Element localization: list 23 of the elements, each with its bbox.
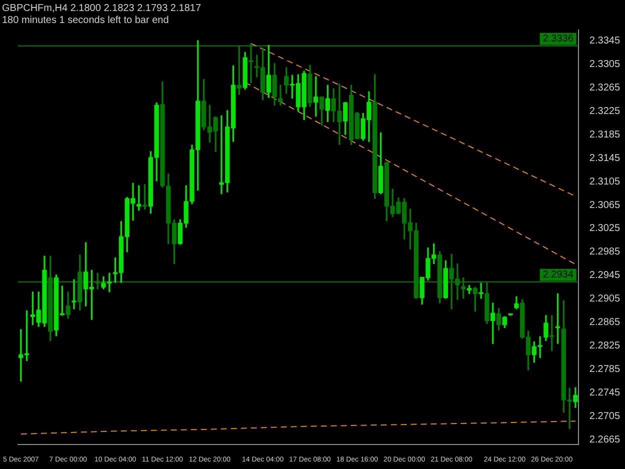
y-tick-label: 2.3305 — [589, 58, 620, 70]
y-tick-label: 2.2745 — [589, 388, 620, 399]
y-tick-label: 2.3225 — [589, 106, 620, 117]
chart-title: GBPCHFm,H4 2.1800 2.1823 2.1793 2.1817 — [2, 2, 202, 14]
y-tick-label: 2.2825 — [589, 340, 620, 352]
y-tick-label: 2.2905 — [589, 294, 620, 305]
text: 180 minutes 1 seconds left to bar end — [2, 14, 169, 26]
y-tick-label: 2.2985 — [589, 246, 620, 258]
y-tick-label: 2.2665 — [589, 434, 620, 446]
y-tick-label: 2.2945 — [589, 270, 620, 282]
y-tick-label: 2.3145 — [589, 152, 620, 164]
y-tick-label: 2.3105 — [589, 176, 620, 188]
y-tick-label: 2.3065 — [589, 200, 620, 211]
y-tick-label: 2.3025 — [589, 223, 620, 234]
y-tick-label: 2.2865 — [589, 317, 620, 328]
y-tick-label: 2.2705 — [589, 411, 620, 422]
y-tick-label: 2.3185 — [589, 129, 620, 140]
y-tick-label: 2.3265 — [589, 82, 620, 94]
y-tick-label: 2.3345 — [589, 35, 620, 46]
ref-line-label: 2.2934 — [542, 270, 574, 281]
ref-line-label: 2.3336 — [542, 34, 574, 45]
line-series — [20, 420, 576, 435]
y-tick-label: 2.2785 — [589, 364, 620, 376]
